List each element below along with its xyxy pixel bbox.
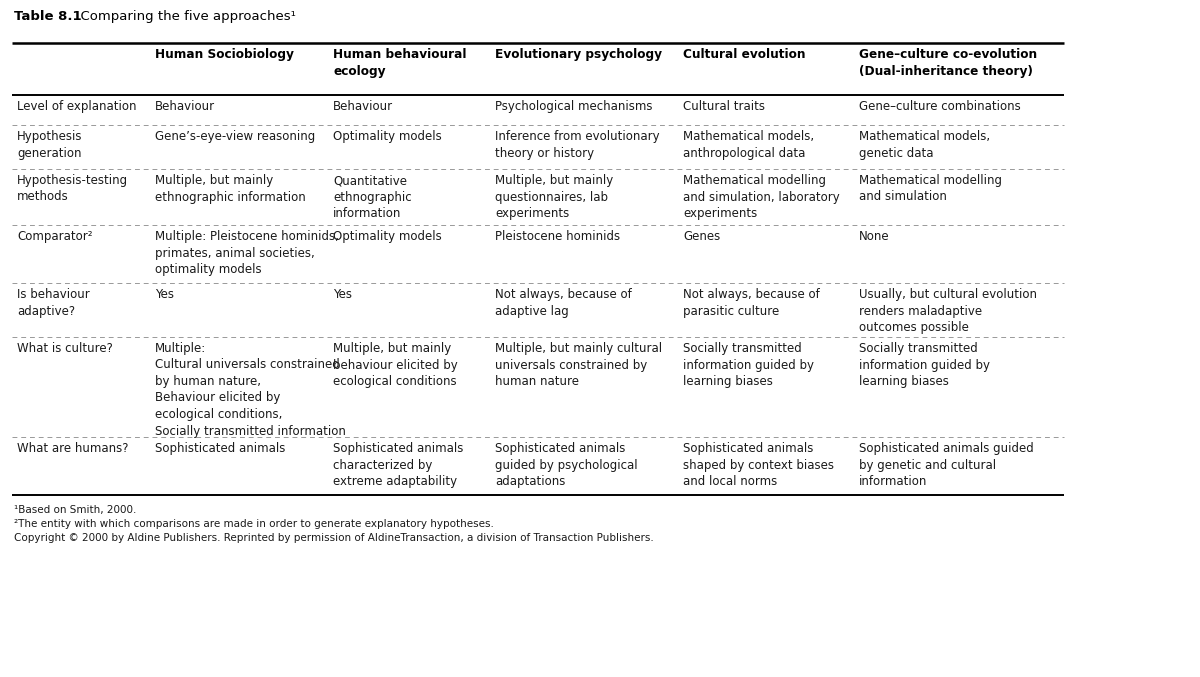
Text: Mathematical modelling
and simulation: Mathematical modelling and simulation: [859, 174, 1002, 204]
Text: Multiple, but mainly
ethnographic information: Multiple, but mainly ethnographic inform…: [155, 174, 306, 204]
Text: Behaviour: Behaviour: [334, 100, 394, 113]
Text: Hypothesis
generation: Hypothesis generation: [17, 130, 83, 160]
Text: Gene–culture combinations: Gene–culture combinations: [859, 100, 1021, 113]
Text: Evolutionary psychology: Evolutionary psychology: [496, 48, 662, 61]
Text: ²The entity with which comparisons are made in order to generate explanatory hyp: ²The entity with which comparisons are m…: [14, 519, 494, 529]
Text: Genes: Genes: [683, 230, 720, 243]
Text: Cultural evolution: Cultural evolution: [683, 48, 805, 61]
Text: Sophisticated animals
characterized by
extreme adaptability: Sophisticated animals characterized by e…: [334, 442, 463, 488]
Text: Mathematical modelling
and simulation, laboratory
experiments: Mathematical modelling and simulation, l…: [683, 174, 840, 220]
Text: Sophisticated animals
guided by psychological
adaptations: Sophisticated animals guided by psycholo…: [496, 442, 637, 488]
Text: Hypothesis-testing
methods: Hypothesis-testing methods: [17, 174, 128, 204]
Text: Yes: Yes: [155, 288, 174, 301]
Text: Table 8.1: Table 8.1: [14, 10, 82, 23]
Text: Not always, because of
adaptive lag: Not always, because of adaptive lag: [496, 288, 631, 318]
Text: Human behavioural
ecology: Human behavioural ecology: [334, 48, 467, 77]
Text: Optimality models: Optimality models: [334, 130, 442, 143]
Text: Multiple: Pleistocene hominids,
primates, animal societies,
optimality models: Multiple: Pleistocene hominids, primates…: [155, 230, 338, 276]
Text: Multiple, but mainly
questionnaires, lab
experiments: Multiple, but mainly questionnaires, lab…: [496, 174, 613, 220]
Text: Gene’s-eye-view reasoning: Gene’s-eye-view reasoning: [155, 130, 316, 143]
Text: Pleistocene hominids: Pleistocene hominids: [496, 230, 620, 243]
Text: What is culture?: What is culture?: [17, 342, 113, 355]
Text: Multiple, but mainly
behaviour elicited by
ecological conditions: Multiple, but mainly behaviour elicited …: [334, 342, 457, 388]
Text: What are humans?: What are humans?: [17, 442, 128, 455]
Text: Sophisticated animals: Sophisticated animals: [155, 442, 286, 455]
Text: Comparing the five approaches¹: Comparing the five approaches¹: [72, 10, 296, 23]
Text: Quantitative
ethnographic
information: Quantitative ethnographic information: [334, 174, 412, 220]
Text: Comparator²: Comparator²: [17, 230, 92, 243]
Text: Socially transmitted
information guided by
learning biases: Socially transmitted information guided …: [683, 342, 814, 388]
Text: Gene–culture co-evolution
(Dual-inheritance theory): Gene–culture co-evolution (Dual-inherita…: [859, 48, 1037, 77]
Text: Sophisticated animals guided
by genetic and cultural
information: Sophisticated animals guided by genetic …: [859, 442, 1033, 488]
Text: Not always, because of
parasitic culture: Not always, because of parasitic culture: [683, 288, 820, 318]
Text: Usually, but cultural evolution
renders maladaptive
outcomes possible: Usually, but cultural evolution renders …: [859, 288, 1037, 334]
Text: Human Sociobiology: Human Sociobiology: [155, 48, 294, 61]
Text: Yes: Yes: [334, 288, 352, 301]
Text: Behaviour: Behaviour: [155, 100, 215, 113]
Text: Inference from evolutionary
theory or history: Inference from evolutionary theory or hi…: [496, 130, 660, 160]
Text: Socially transmitted
information guided by
learning biases: Socially transmitted information guided …: [859, 342, 990, 388]
Text: Level of explanation: Level of explanation: [17, 100, 137, 113]
Text: Cultural traits: Cultural traits: [683, 100, 766, 113]
Text: Sophisticated animals
shaped by context biases
and local norms: Sophisticated animals shaped by context …: [683, 442, 834, 488]
Text: Multiple, but mainly cultural
universals constrained by
human nature: Multiple, but mainly cultural universals…: [496, 342, 662, 388]
Text: Is behaviour
adaptive?: Is behaviour adaptive?: [17, 288, 90, 318]
Text: None: None: [859, 230, 889, 243]
Text: Multiple:
Cultural universals constrained
by human nature,
Behaviour elicited by: Multiple: Cultural universals constraine…: [155, 342, 346, 437]
Text: ¹Based on Smith, 2000.: ¹Based on Smith, 2000.: [14, 505, 137, 515]
Text: Optimality models: Optimality models: [334, 230, 442, 243]
Text: Copyright © 2000 by Aldine Publishers. Reprinted by permission of AldineTransact: Copyright © 2000 by Aldine Publishers. R…: [14, 533, 654, 543]
Text: Psychological mechanisms: Psychological mechanisms: [496, 100, 653, 113]
Text: Mathematical models,
genetic data: Mathematical models, genetic data: [859, 130, 990, 160]
Text: Mathematical models,
anthropological data: Mathematical models, anthropological dat…: [683, 130, 814, 160]
